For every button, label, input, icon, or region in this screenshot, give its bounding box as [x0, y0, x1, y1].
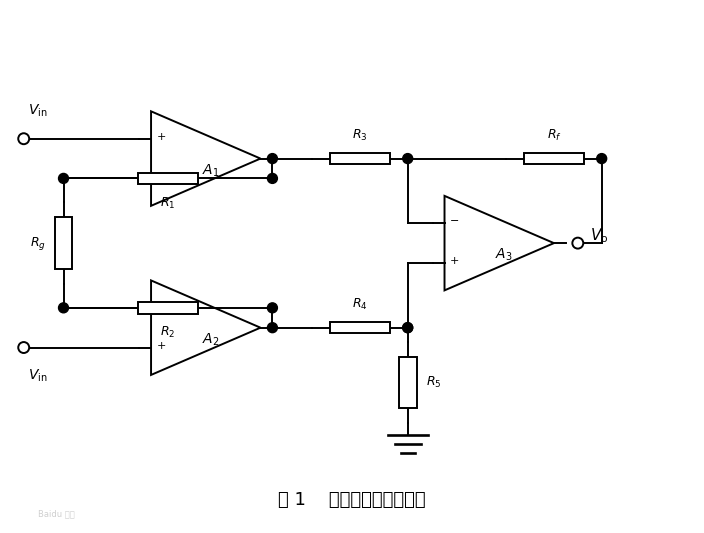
Bar	[524, 153, 584, 164]
Circle shape	[597, 154, 607, 164]
Text: $R_2$: $R_2$	[161, 325, 175, 341]
Text: 图 1    仪表放大器典型结构: 图 1 仪表放大器典型结构	[278, 491, 426, 509]
Circle shape	[58, 173, 68, 183]
Circle shape	[268, 303, 277, 313]
Circle shape	[403, 154, 413, 164]
Bar	[330, 322, 390, 334]
Text: −: −	[450, 216, 459, 227]
Text: +: +	[156, 132, 165, 142]
Text: −: −	[156, 172, 165, 181]
Text: $A_3$: $A_3$	[496, 247, 513, 263]
Circle shape	[572, 238, 584, 248]
Text: +: +	[450, 256, 459, 266]
Bar	[138, 302, 198, 313]
Text: $R_4$: $R_4$	[352, 297, 367, 312]
Text: $R_3$: $R_3$	[352, 128, 367, 143]
Circle shape	[268, 173, 277, 183]
Circle shape	[403, 322, 413, 333]
Circle shape	[58, 303, 68, 313]
Bar	[54, 217, 73, 269]
Bar	[398, 357, 417, 408]
Text: $R_1$: $R_1$	[161, 196, 176, 211]
Text: $V_{\mathrm{in}}$: $V_{\mathrm{in}}$	[27, 102, 47, 119]
Bar	[330, 153, 390, 164]
Text: $R_g$: $R_g$	[30, 235, 46, 252]
Circle shape	[18, 342, 29, 353]
Text: $A_1$: $A_1$	[202, 163, 220, 179]
Circle shape	[18, 133, 29, 144]
Text: $V_{\mathrm{in}}$: $V_{\mathrm{in}}$	[27, 367, 47, 384]
Text: −: −	[156, 301, 165, 311]
Text: $R_5$: $R_5$	[426, 375, 441, 390]
Text: Baidu 百度: Baidu 百度	[38, 509, 75, 518]
Circle shape	[268, 154, 277, 164]
Circle shape	[268, 322, 277, 333]
Text: $V_{\mathrm{o}}$: $V_{\mathrm{o}}$	[590, 226, 608, 245]
Text: $R_f$: $R_f$	[546, 128, 561, 143]
Bar	[138, 173, 198, 184]
Text: $A_2$: $A_2$	[202, 332, 220, 348]
Text: +: +	[156, 341, 165, 351]
Circle shape	[403, 322, 413, 333]
